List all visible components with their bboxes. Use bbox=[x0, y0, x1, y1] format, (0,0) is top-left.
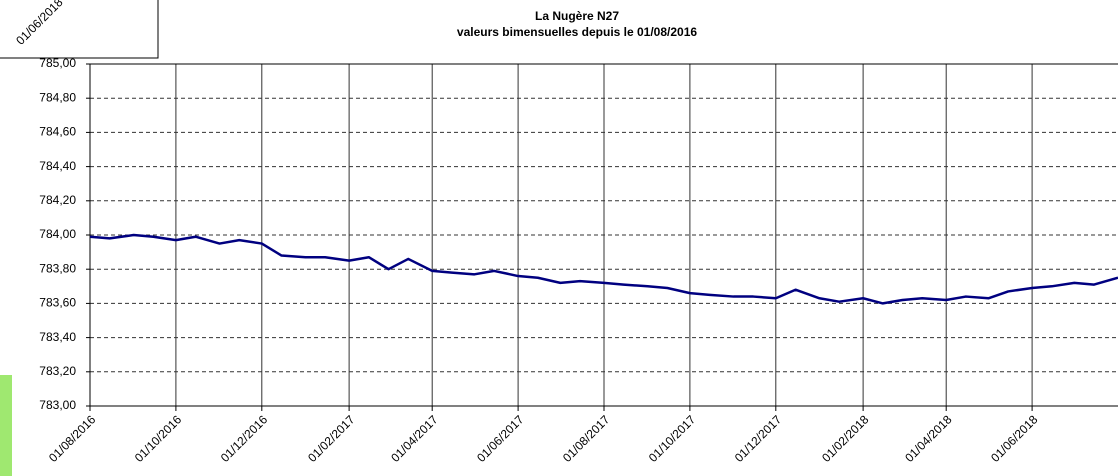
y-tick-label: 783,40 bbox=[39, 330, 76, 344]
data-line bbox=[89, 233, 1118, 305]
y-tick-label: 784,20 bbox=[39, 193, 76, 207]
y-tick-label: 784,00 bbox=[39, 227, 76, 241]
y-tick-label: 783,00 bbox=[39, 398, 76, 412]
side-strip bbox=[0, 375, 12, 476]
chart-subtitle: valeurs bimensuelles depuis le 01/08/201… bbox=[457, 25, 697, 39]
y-tick-label: 783,20 bbox=[39, 364, 76, 378]
fragment-box bbox=[0, 0, 159, 59]
y-tick-label: 783,80 bbox=[39, 261, 76, 275]
y-tick-label: 785,00 bbox=[39, 56, 76, 70]
y-tick-label: 784,80 bbox=[39, 90, 76, 104]
chart-title: La Nugère N27 bbox=[535, 9, 619, 23]
y-tick-label: 784,40 bbox=[39, 159, 76, 173]
y-tick-label: 784,60 bbox=[39, 125, 76, 139]
y-tick-label: 783,60 bbox=[39, 296, 76, 310]
